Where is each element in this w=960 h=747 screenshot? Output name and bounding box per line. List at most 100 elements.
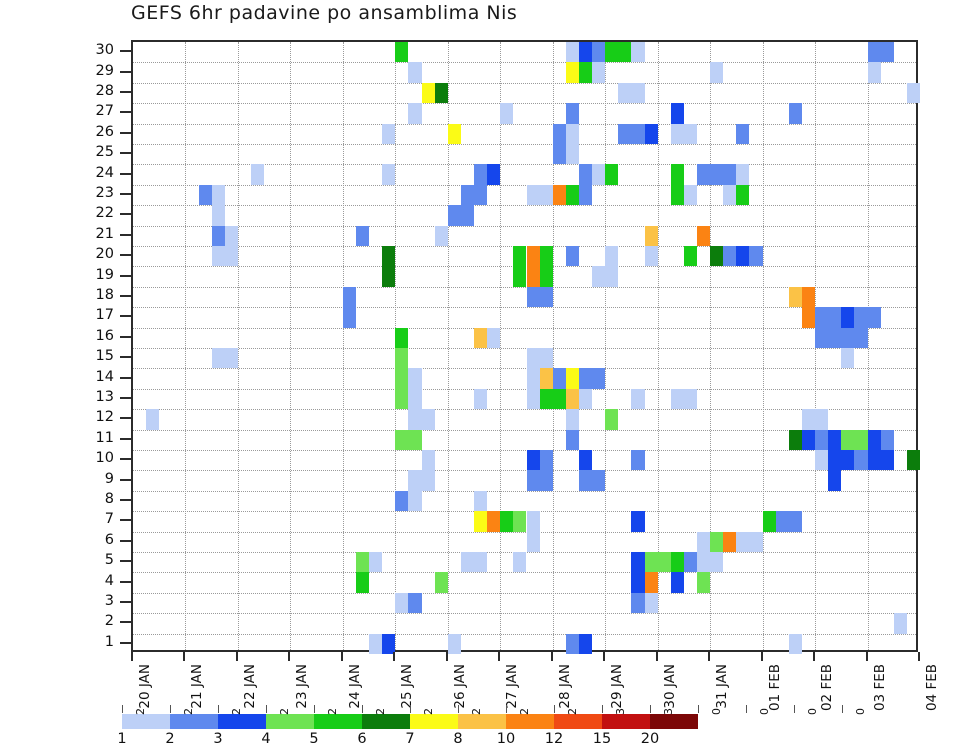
x-tick-mark [131, 652, 133, 661]
heatmap-cell [552, 144, 566, 165]
heatmap-cell [644, 225, 658, 246]
heatmap-cell [565, 409, 579, 430]
heatmap-cell [683, 184, 697, 206]
y-tick-label: 19 [95, 266, 114, 283]
y-tick-label: 4 [104, 572, 114, 589]
y-tick-label: 20 [95, 246, 114, 263]
heatmap-cell [788, 286, 802, 308]
y-tick-mark [120, 335, 131, 338]
heatmap-cell [683, 123, 697, 144]
heatmap-cell [408, 62, 422, 83]
heatmap-cell [605, 409, 619, 430]
y-tick-mark [120, 560, 131, 563]
heatmap-cell [460, 552, 475, 573]
heatmap-cell [565, 144, 579, 165]
heatmap-cell [644, 246, 658, 267]
heatmap-cell [565, 42, 579, 63]
heatmap-cell [474, 388, 488, 410]
y-tick-label: 17 [95, 307, 114, 324]
heatmap-cell [565, 429, 579, 450]
y-tick-label: 15 [95, 348, 114, 365]
y-tick-mark [120, 417, 131, 420]
heatmap-cell [211, 348, 225, 369]
heatmap-cell [565, 246, 579, 267]
heatmap-cell [801, 429, 816, 450]
heatmap-cell [592, 164, 606, 185]
colorbar-segment [218, 714, 266, 729]
heatmap-cell [592, 368, 606, 389]
y-tick-label: 11 [95, 429, 114, 446]
heatmap-cell [618, 82, 632, 104]
heatmap-cell [539, 348, 553, 369]
heatmap-cell [710, 531, 724, 552]
heatmap-cell [434, 82, 448, 104]
heatmap-cell [631, 592, 645, 614]
heatmap-cell [631, 123, 645, 144]
heatmap-cell [801, 409, 816, 430]
heatmap-cell [854, 307, 868, 328]
heatmap-cell [447, 123, 461, 144]
colorbar-label: 12 [544, 731, 564, 747]
heatmap-cell [644, 592, 658, 614]
y-tick-mark [120, 601, 131, 603]
y-tick-label: 1 [104, 633, 114, 650]
heatmap-cell [224, 246, 238, 267]
heatmap-cell [395, 42, 409, 63]
colorbar-tick-mark [122, 705, 123, 713]
y-tick-mark [120, 539, 131, 542]
heatmap-cell [526, 511, 540, 532]
heatmap-cell [447, 633, 461, 654]
colorbar-segment [602, 714, 650, 729]
heatmap-cell [395, 490, 409, 512]
x-tick-mark [288, 652, 291, 661]
colorbar-top-label: 0 [806, 708, 819, 715]
heatmap-cell [342, 286, 356, 308]
colorbar-segment [650, 714, 698, 729]
heatmap-cell [539, 266, 553, 287]
heatmap-cell [788, 633, 802, 654]
y-tick-mark [120, 70, 131, 73]
heatmap-cell [841, 450, 855, 471]
colorbar-top-label: 0 [854, 708, 867, 715]
y-tick-label: 23 [95, 185, 114, 201]
heatmap-cell [224, 348, 238, 369]
heatmap-cell [474, 511, 488, 532]
y-tick-mark [120, 478, 131, 481]
heatmap-cell [867, 429, 881, 450]
heatmap-cell [395, 368, 409, 389]
y-tick-label: 3 [104, 593, 114, 609]
y-tick-mark [120, 254, 131, 257]
heatmap-cell [539, 450, 553, 471]
x-tick-label: 22 JAN [241, 664, 258, 709]
y-tick-label: 10 [95, 450, 114, 467]
heatmap-cell [854, 429, 868, 450]
colorbar-tick-mark [602, 705, 603, 713]
colorbar-top-label: 0 [758, 708, 771, 715]
heatmap-cell [460, 205, 475, 226]
heatmap-cell [670, 123, 684, 144]
heatmap-cell [815, 327, 829, 348]
heatmap-cell [552, 184, 566, 206]
heatmap-cell [500, 511, 514, 532]
heatmap-cell [539, 388, 553, 410]
heatmap-cell [723, 246, 737, 267]
heatmap-cell [474, 552, 488, 573]
y-tick-mark [120, 213, 131, 216]
heatmap-cell [408, 490, 422, 512]
heatmap-cell [211, 205, 225, 226]
heatmap-cell [605, 246, 619, 267]
heatmap-cell [355, 225, 370, 246]
heatmap-cell [395, 388, 409, 410]
colorbar-segment [314, 714, 362, 729]
y-tick-mark [120, 519, 131, 522]
heatmap-cell [670, 184, 684, 206]
heatmap-cell [578, 470, 593, 491]
heatmap-cell [513, 552, 527, 573]
x-tick-label: 31 JAN [714, 664, 731, 709]
heatmap-cell [513, 246, 527, 267]
heatmap-cell [762, 511, 776, 532]
heatmap-cell [697, 572, 711, 593]
heatmap-cell [592, 42, 606, 63]
y-tick-label: 22 [95, 205, 114, 222]
heatmap-cell [788, 511, 802, 532]
